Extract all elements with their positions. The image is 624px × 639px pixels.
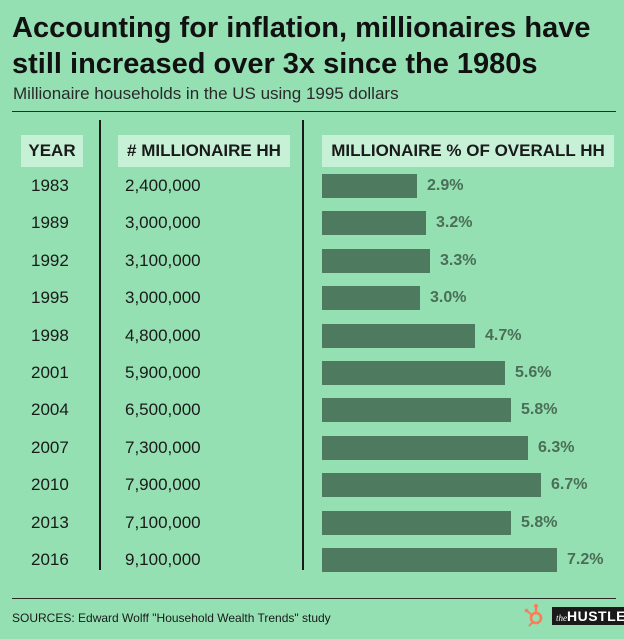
- sources-note: SOURCES: Edward Wolff "Household Wealth …: [12, 611, 331, 625]
- pct-label: 5.8%: [521, 514, 558, 531]
- pct-bar: [322, 511, 511, 535]
- count-cell: 3,000,000: [125, 213, 201, 232]
- pct-label: 5.8%: [521, 401, 558, 418]
- pct-bar: [322, 286, 420, 310]
- wordmark-the: the: [556, 613, 567, 623]
- count-cell: 7,900,000: [125, 475, 201, 494]
- pct-label: 2.9%: [427, 177, 464, 194]
- year-cell: 2001: [31, 363, 69, 382]
- pct-bar: [322, 211, 426, 235]
- hubspot-icon: [524, 604, 543, 627]
- pct-label: 7.2%: [567, 551, 604, 568]
- count-column-header: # MILLIONAIRE HH: [118, 135, 290, 167]
- year-cell: 1998: [31, 326, 69, 345]
- pct-label: 3.3%: [440, 252, 477, 269]
- year-cell: 1992: [31, 251, 69, 270]
- year-cell: 2004: [31, 400, 69, 419]
- chart-subtitle: Millionaire households in the US using 1…: [13, 84, 399, 103]
- column-divider-1: [99, 120, 101, 570]
- wordmark-hustle: HUSTLE: [567, 608, 624, 624]
- count-cell: 4,800,000: [125, 326, 201, 345]
- pct-label: 3.2%: [436, 214, 473, 231]
- pct-bar: [322, 548, 557, 572]
- count-cell: 3,100,000: [125, 251, 201, 270]
- count-cell: 9,100,000: [125, 550, 201, 569]
- year-cell: 2010: [31, 475, 69, 494]
- pct-label: 5.6%: [515, 364, 552, 381]
- pct-bar: [322, 398, 511, 422]
- pct-bar: [322, 361, 505, 385]
- pct-bar: [322, 174, 417, 198]
- top-divider: [12, 111, 616, 112]
- bottom-divider: [12, 598, 616, 599]
- hustle-wordmark: theHUSTLE: [552, 607, 624, 625]
- year-cell: 2016: [31, 550, 69, 569]
- pct-bar: [322, 324, 475, 348]
- pct-label: 6.7%: [551, 476, 588, 493]
- pct-bar: [322, 473, 541, 497]
- count-cell: 7,100,000: [125, 513, 201, 532]
- count-cell: 3,000,000: [125, 288, 201, 307]
- pct-bar: [322, 436, 528, 460]
- pct-column-header: MILLIONAIRE % OF OVERALL HH: [322, 135, 614, 167]
- year-column-header: YEAR: [21, 135, 83, 167]
- chart-title: Accounting for inflation, millionaires h…: [12, 12, 591, 80]
- count-cell: 2,400,000: [125, 176, 201, 195]
- pct-label: 4.7%: [485, 327, 522, 344]
- column-divider-2: [302, 120, 304, 570]
- pct-label: 3.0%: [430, 289, 467, 306]
- year-cell: 1989: [31, 213, 69, 232]
- count-cell: 6,500,000: [125, 400, 201, 419]
- year-cell: 2013: [31, 513, 69, 532]
- year-cell: 1983: [31, 176, 69, 195]
- year-cell: 2007: [31, 438, 69, 457]
- pct-label: 6.3%: [538, 439, 575, 456]
- count-cell: 5,900,000: [125, 363, 201, 382]
- count-cell: 7,300,000: [125, 438, 201, 457]
- year-cell: 1995: [31, 288, 69, 307]
- pct-bar: [322, 249, 430, 273]
